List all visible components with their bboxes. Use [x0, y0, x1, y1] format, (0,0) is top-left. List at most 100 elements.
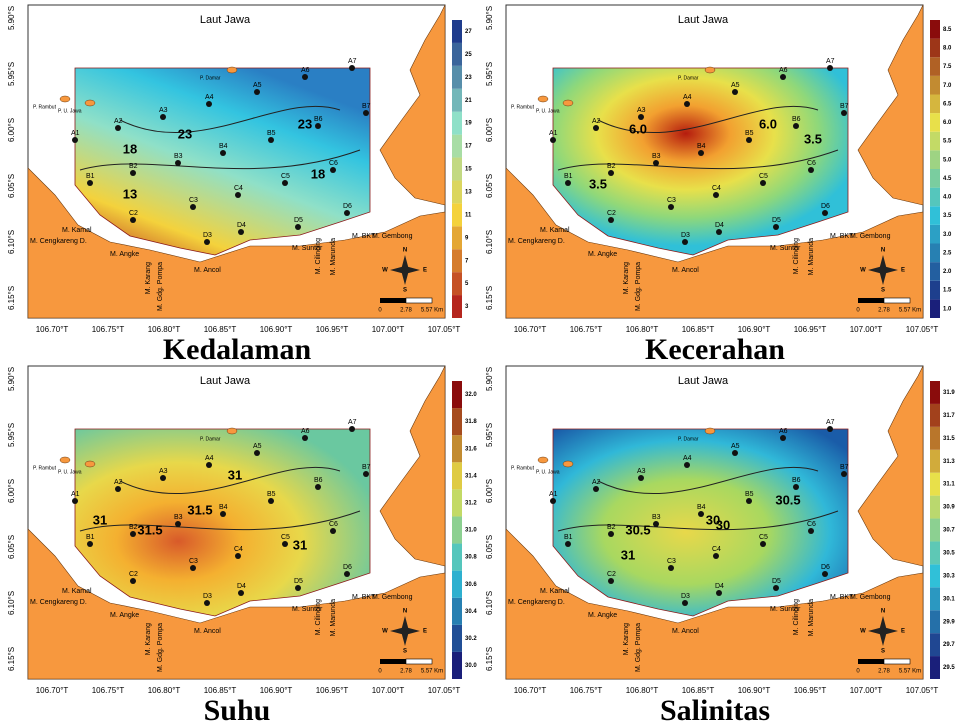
scale-bar — [884, 659, 910, 664]
colorbar-segment — [452, 203, 462, 226]
compass-label: S — [881, 288, 885, 294]
compass-label: N — [881, 609, 885, 615]
contour-label: 31 — [621, 547, 635, 562]
colorbar-label: 30.5 — [943, 551, 955, 557]
station — [130, 531, 136, 537]
place-label: M. Angke — [588, 612, 617, 619]
lat-tick-label: 6.10°S — [7, 230, 16, 254]
station-label: C4 — [712, 185, 721, 192]
station — [268, 137, 274, 143]
place-label: M. Cilincing — [793, 599, 800, 635]
station — [349, 65, 355, 71]
colorbar-segment — [452, 112, 462, 135]
colorbar-segment — [930, 113, 940, 132]
colorbar-segment — [930, 564, 940, 587]
compass-label: S — [403, 288, 407, 294]
colorbar-label: 31.2 — [465, 500, 477, 506]
station — [254, 89, 260, 95]
place-label: M. Ancol — [194, 628, 221, 635]
colorbar-label: 15 — [465, 167, 472, 173]
station-label: B4 — [219, 504, 228, 511]
colorbar-label: 30.3 — [943, 573, 955, 579]
station — [206, 101, 212, 107]
station-label: A3 — [159, 107, 168, 114]
lat-tick-label: 5.90°S — [485, 367, 494, 391]
lon-tick-label: 106.95°T — [794, 686, 827, 695]
scale-bar — [858, 659, 884, 664]
station — [746, 498, 752, 504]
island-label: P. U. Jawa — [58, 108, 82, 114]
station-label: B6 — [792, 477, 801, 484]
colorbar-segment — [452, 652, 462, 679]
station — [638, 114, 644, 120]
station — [206, 462, 212, 468]
island — [705, 67, 715, 73]
lon-tick-label: 107.05°T — [428, 325, 461, 334]
station — [550, 137, 556, 143]
station-label: D3 — [203, 232, 212, 239]
scale-bar — [858, 298, 884, 303]
station — [160, 475, 166, 481]
station — [760, 180, 766, 186]
colorbar-label: 5.0 — [943, 157, 952, 163]
lat-tick-label: 6.05°S — [7, 174, 16, 198]
scale-label: 5.57 Km — [421, 308, 443, 314]
station-label: B6 — [314, 477, 323, 484]
island-label: P. U. Jawa — [536, 469, 560, 475]
station — [302, 74, 308, 80]
contour-label: 6.0 — [629, 121, 647, 136]
station-label: B4 — [219, 143, 228, 150]
compass-label: N — [403, 609, 407, 615]
lat-tick-label: 5.90°S — [7, 367, 16, 391]
station — [344, 210, 350, 216]
place-label: M. Kamal — [62, 588, 92, 595]
station-label: C3 — [189, 197, 198, 204]
colorbar-label: 29.7 — [943, 642, 955, 648]
island — [85, 461, 95, 467]
station — [732, 89, 738, 95]
place-label: M. Kamal — [540, 227, 570, 234]
station — [238, 590, 244, 596]
lon-tick-label: 106.95°T — [316, 686, 349, 695]
place-label: M. Cengkareng D. — [30, 599, 87, 606]
station — [72, 498, 78, 504]
station-label: B7 — [840, 103, 849, 110]
colorbar-segment — [452, 226, 462, 249]
station — [550, 498, 556, 504]
colorbar-label: 3 — [465, 304, 469, 310]
colorbar-segment — [930, 95, 940, 114]
station — [827, 65, 833, 71]
station-label: D5 — [294, 578, 303, 585]
station-label: B4 — [697, 143, 706, 150]
lat-tick-label: 6.15°S — [485, 286, 494, 310]
station-label: A2 — [114, 118, 123, 125]
lat-tick-label: 6.00°S — [485, 479, 494, 503]
colorbar-label: 27 — [465, 29, 472, 35]
station — [235, 553, 241, 559]
station-label: B3 — [652, 153, 661, 160]
colorbar-label: 11 — [465, 212, 472, 218]
colorbar-label: 31.6 — [465, 446, 477, 452]
station — [235, 192, 241, 198]
station-label: C3 — [667, 197, 676, 204]
station — [130, 170, 136, 176]
station — [698, 150, 704, 156]
compass-label: S — [403, 649, 407, 655]
colorbar-segment — [930, 427, 940, 450]
station — [653, 160, 659, 166]
station — [716, 590, 722, 596]
colorbar-label: 30.9 — [943, 505, 955, 511]
station — [682, 239, 688, 245]
station — [330, 528, 336, 534]
station — [190, 204, 196, 210]
island — [705, 428, 715, 434]
lat-tick-label: 6.15°S — [7, 286, 16, 310]
station-label: D5 — [772, 217, 781, 224]
colorbar-segment — [452, 66, 462, 89]
station-label: B4 — [697, 504, 706, 511]
station — [593, 486, 599, 492]
colorbar-label: 5 — [465, 281, 469, 287]
station-label: C4 — [234, 185, 243, 192]
station — [87, 180, 93, 186]
colorbar-label: 6.0 — [943, 120, 952, 126]
